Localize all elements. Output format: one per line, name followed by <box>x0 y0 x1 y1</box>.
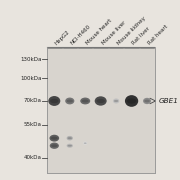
Ellipse shape <box>80 98 90 104</box>
Ellipse shape <box>143 98 151 104</box>
Text: Mouse heart: Mouse heart <box>85 18 113 46</box>
Text: NCI-H460: NCI-H460 <box>70 24 92 46</box>
Ellipse shape <box>48 96 60 106</box>
Ellipse shape <box>65 98 74 104</box>
Ellipse shape <box>82 99 89 103</box>
Text: Rat liver: Rat liver <box>132 26 151 46</box>
Ellipse shape <box>127 98 136 104</box>
Ellipse shape <box>50 143 59 149</box>
Ellipse shape <box>95 96 107 106</box>
Ellipse shape <box>67 136 73 140</box>
Ellipse shape <box>96 99 105 103</box>
Ellipse shape <box>68 145 72 147</box>
Ellipse shape <box>51 144 58 147</box>
Ellipse shape <box>114 100 118 102</box>
Ellipse shape <box>68 137 72 139</box>
Ellipse shape <box>83 141 87 145</box>
Ellipse shape <box>67 99 73 103</box>
Ellipse shape <box>125 95 138 107</box>
Ellipse shape <box>51 137 58 140</box>
Text: 40kDa: 40kDa <box>24 155 42 160</box>
Bar <box>47 47 155 173</box>
Text: GBE1: GBE1 <box>159 98 179 104</box>
Text: Mouse kidney: Mouse kidney <box>116 16 147 46</box>
Ellipse shape <box>50 99 58 103</box>
Text: 130kDa: 130kDa <box>20 57 42 62</box>
Ellipse shape <box>50 135 59 141</box>
Text: 100kDa: 100kDa <box>20 76 42 81</box>
Text: HepG2: HepG2 <box>54 29 71 46</box>
Text: Rat heart: Rat heart <box>147 24 169 46</box>
Ellipse shape <box>144 100 150 102</box>
Ellipse shape <box>67 144 73 148</box>
Text: 55kDa: 55kDa <box>24 122 42 127</box>
Text: Mouse liver: Mouse liver <box>101 20 126 46</box>
Ellipse shape <box>84 142 87 144</box>
Text: 70kDa: 70kDa <box>24 98 42 104</box>
Ellipse shape <box>113 98 119 104</box>
